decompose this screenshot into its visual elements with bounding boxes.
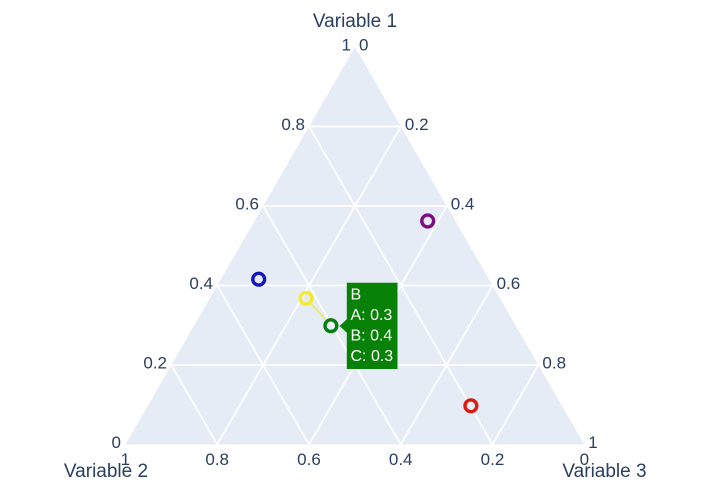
- svg-text:0.6: 0.6: [235, 195, 259, 214]
- svg-text:0: 0: [580, 450, 589, 469]
- svg-text:0: 0: [359, 36, 368, 55]
- svg-text:0: 0: [112, 433, 121, 452]
- svg-text:Variable 2: Variable 2: [64, 461, 148, 482]
- svg-text:1: 1: [342, 36, 351, 55]
- svg-text:Variable 3: Variable 3: [562, 461, 646, 482]
- svg-text:0.8: 0.8: [205, 450, 229, 469]
- svg-text:A: 0.3: A: 0.3: [351, 307, 393, 324]
- svg-text:B: 0.4: B: 0.4: [351, 327, 393, 344]
- svg-text:B: B: [351, 286, 362, 303]
- svg-text:C: 0.3: C: 0.3: [351, 348, 394, 365]
- svg-text:1: 1: [588, 433, 597, 452]
- svg-text:0.2: 0.2: [481, 450, 505, 469]
- svg-text:Variable 1: Variable 1: [313, 11, 397, 32]
- svg-text:0.8: 0.8: [542, 354, 566, 373]
- svg-text:1: 1: [121, 450, 130, 469]
- svg-text:0.4: 0.4: [451, 195, 475, 214]
- svg-text:0.4: 0.4: [389, 450, 413, 469]
- svg-text:0.2: 0.2: [143, 354, 167, 373]
- svg-text:0.2: 0.2: [405, 115, 429, 134]
- svg-text:0.6: 0.6: [497, 274, 521, 293]
- svg-text:0.8: 0.8: [281, 115, 305, 134]
- svg-text:0.4: 0.4: [189, 274, 213, 293]
- svg-text:0.6: 0.6: [297, 450, 321, 469]
